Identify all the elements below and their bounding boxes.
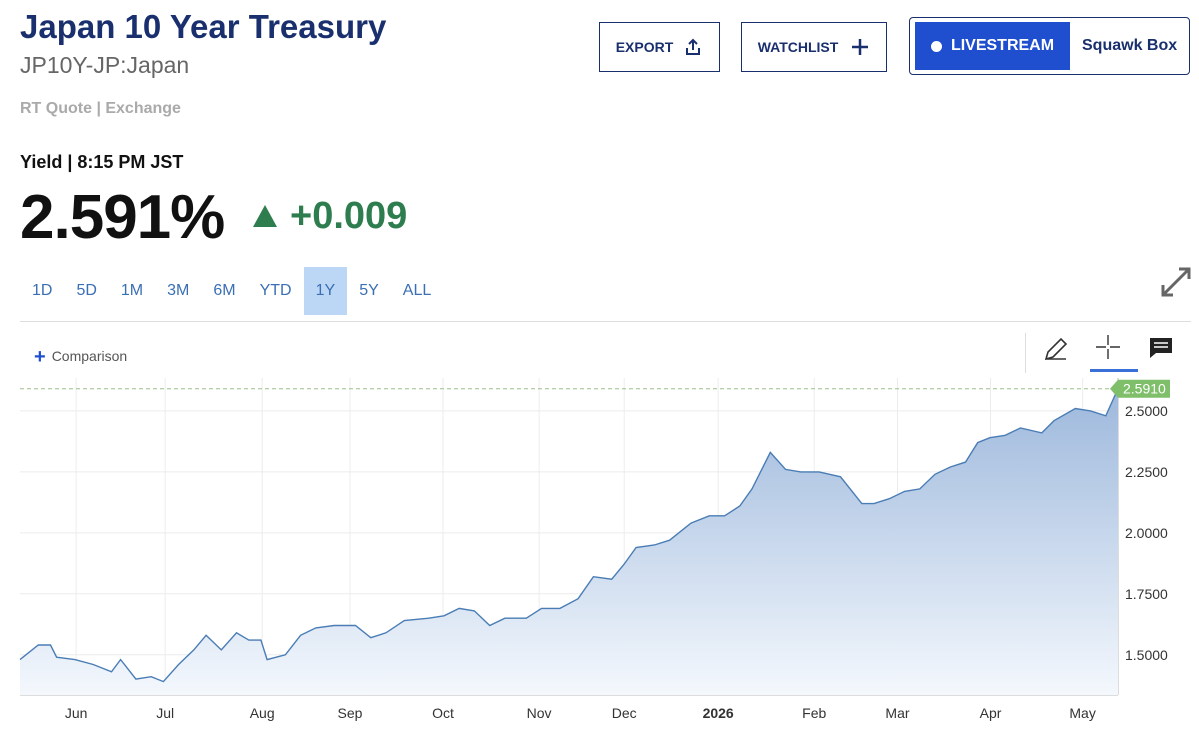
x-tick-label: 2026 [703,705,734,721]
dot [930,40,942,52]
draw-icon[interactable] [1042,335,1070,363]
x-tick-label: Sep [338,705,363,721]
last-price-label: 2.5910 [1123,381,1166,397]
label: Comparison [51,348,128,364]
label: EXPORT [615,39,674,55]
x-tick-label: Apr [980,705,1002,721]
livestream-button[interactable]: LIVESTREAM [915,22,1070,70]
range-selector: 1D 5D 1M 3M 6M YTD 1Y 5Y ALL [20,267,443,315]
tool-underline [1090,369,1138,372]
x-tick-label: Jul [156,705,174,721]
x-tick-label: Jun [65,705,88,721]
range-button[interactable]: ALL [402,282,432,299]
divider [20,321,1191,322]
x-tick-label: Dec [612,705,637,721]
x-tick-label: Oct [432,705,454,721]
crosshair-icon[interactable] [1094,333,1122,361]
squawk-button[interactable]: Squawk Box [1082,37,1178,54]
live-group: LIVESTREAM Squawk Box [909,17,1190,75]
y-tick-label: 1.7500 [1125,586,1168,602]
icon [686,38,701,55]
quote-time: Yield | 8:15 PM JST [20,152,184,172]
range-button[interactable]: 5Y [359,282,379,299]
comment-icon[interactable] [1148,335,1174,361]
range-button[interactable]: YTD [259,282,292,299]
divider [1025,333,1026,373]
range-button[interactable]: 1D [32,282,53,299]
range-button[interactable]: 6M [213,282,236,299]
range-button[interactable]: 5D [76,282,97,299]
x-tick-label: May [1069,705,1095,721]
label: LIVESTREAM [950,37,1055,54]
price: 2.591% [20,183,225,252]
x-tick-label: Nov [527,705,552,721]
export-button[interactable]: EXPORT [599,22,720,72]
y-tick-label: 1.5000 [1125,647,1168,663]
y-tick-label: 2.5000 [1125,403,1168,419]
x-tick-label: Mar [885,705,909,721]
symbol: JP10Y-JP:Japan [20,52,190,78]
y-tick-label: 2.2500 [1125,464,1168,480]
range-button[interactable]: 1M [120,282,144,299]
title: Japan 10 Year Treasury [20,8,387,45]
area [20,388,1118,695]
x-tick-label: Aug [250,705,275,721]
up-arrow [253,205,277,227]
watchlist-button[interactable]: WATCHLIST [741,22,887,72]
expand-icon[interactable] [1160,266,1192,298]
comparison-button[interactable]: + Comparison [34,346,128,368]
x-tick-label: Feb [802,705,826,721]
label: WATCHLIST [757,39,839,55]
icon [852,39,869,55]
range-button[interactable]: 3M [167,282,190,299]
line [19,388,1119,683]
last-price-tag [1110,379,1170,398]
range-button[interactable]: 1Y [303,267,348,315]
y-tick-label: 2.0000 [1125,525,1168,541]
change: +0.009 [290,195,408,237]
quote-type: RT Quote | Exchange [20,100,181,117]
